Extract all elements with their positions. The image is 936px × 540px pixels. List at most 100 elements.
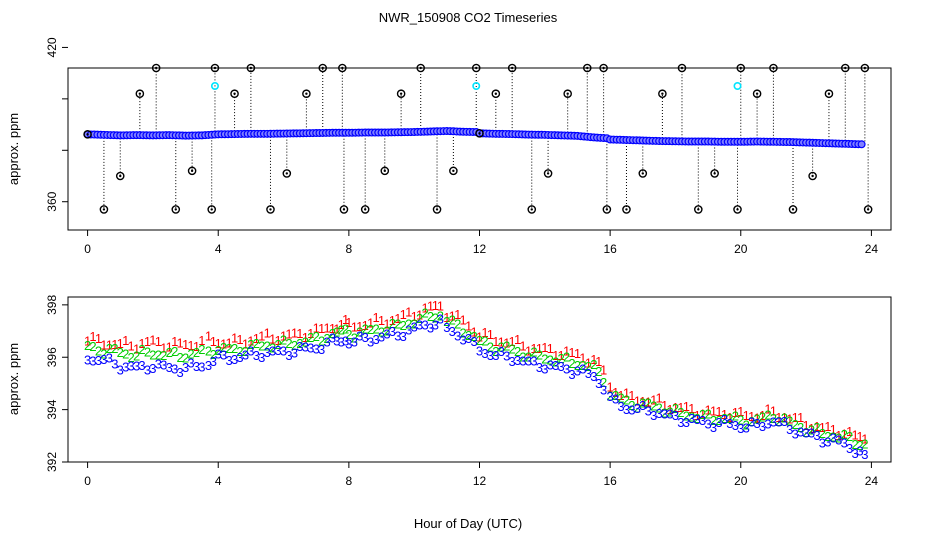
series-3-point: 3 [253, 348, 260, 363]
series-1-point: 1 [356, 319, 363, 334]
series-1-point: 1 [595, 354, 602, 369]
spike-point [266, 205, 275, 214]
spike-point [135, 89, 145, 99]
series-2-point: 2 [851, 437, 858, 452]
series-3-point: 3 [781, 414, 788, 429]
series-3-point: 3 [628, 403, 635, 418]
series-1-point: 1 [198, 333, 205, 348]
series-1-point: 1 [541, 340, 548, 355]
series-1-point: 1 [628, 388, 635, 403]
series-2-point: 2 [600, 375, 607, 390]
bottom-x-tick-label: 8 [346, 474, 353, 488]
series-2-point: 2 [470, 329, 477, 344]
series-1-point: 1 [106, 337, 113, 352]
series-1-point: 1 [476, 329, 483, 344]
series-3-point: 3 [149, 361, 156, 376]
series-3-point: 3 [95, 353, 102, 368]
series-3-point: 3 [231, 352, 238, 367]
series-3-point: 3 [225, 353, 232, 368]
series-1-point: 1 [726, 410, 733, 425]
series-2-point: 2 [595, 364, 602, 379]
series-2-point: 2 [541, 352, 548, 367]
series-1-point: 1 [519, 338, 526, 353]
series-2-point: 2 [585, 359, 592, 374]
spike-point [115, 171, 125, 181]
series-3-point: 3 [856, 444, 863, 459]
series-1-point: 1 [333, 322, 340, 337]
bottom-y-tick-label: 392 [45, 452, 59, 472]
spike-point-center [475, 66, 478, 70]
series-2-point: 2 [362, 321, 369, 336]
series-1-point: 1 [210, 334, 217, 349]
series-1-point: 1 [296, 326, 303, 341]
spike-point [863, 205, 873, 214]
series-3-point: 3 [258, 350, 265, 365]
series-1-point: 1 [710, 404, 717, 419]
series-2-point: 2 [449, 313, 456, 328]
series-1-point: 1 [362, 318, 369, 333]
x-axis-label: Hour of Day (UTC) [414, 516, 522, 531]
series-2-point: 2 [503, 339, 510, 354]
series-1-point: 1 [247, 333, 254, 348]
series-1-point: 1 [155, 334, 162, 349]
series-3-point: 3 [645, 404, 652, 419]
series-2-point: 2 [296, 336, 303, 351]
series-1-point: 1 [830, 422, 837, 437]
series-2-point: 2 [338, 322, 345, 337]
series-2-point: 2 [514, 344, 521, 359]
series-3-point: 3 [802, 425, 809, 440]
spike-point-center [713, 172, 716, 175]
series-3-point: 3 [443, 320, 450, 335]
series-3-point: 3 [106, 351, 113, 366]
series-3-point: 3 [198, 360, 205, 375]
top-plot-frame [67, 67, 892, 231]
series-1-point: 1 [634, 394, 641, 409]
series-2-point: 2 [536, 348, 543, 363]
series-1-point: 1 [460, 313, 467, 328]
spike-point [432, 205, 442, 214]
series-1-point: 1 [95, 331, 102, 346]
series-1-point: 1 [824, 419, 831, 434]
series-3-point: 3 [612, 392, 619, 407]
series-3-point: 3 [437, 312, 444, 327]
series-2-point: 2 [759, 410, 766, 425]
series-2-point: 2 [770, 411, 777, 426]
series-3-point: 3 [285, 348, 292, 363]
series-1-point: 1 [851, 427, 858, 442]
series-1-point: 1 [568, 345, 575, 360]
spike-point [360, 205, 370, 214]
series-1-point: 1 [383, 316, 390, 331]
series-3-point: 3 [704, 417, 711, 432]
series-3-point: 3 [824, 434, 831, 449]
series-2-point: 2 [808, 423, 815, 438]
spike-point-center [680, 66, 684, 70]
bottom-plot-frame [67, 296, 892, 463]
series-2-point: 2 [802, 425, 809, 440]
series-2-point: 2 [568, 356, 575, 371]
series-2-point: 2 [764, 408, 771, 423]
series-2-point: 2 [133, 348, 140, 363]
top-x-tick-label: 16 [603, 242, 617, 256]
series-2-point: 2 [732, 408, 739, 423]
spike-point-center [269, 208, 272, 211]
series-2-point: 2 [639, 395, 646, 410]
series-2-point: 2 [394, 316, 401, 331]
series-3-point: 3 [748, 414, 755, 429]
series-3-point: 3 [861, 447, 868, 462]
series-3-point: 3 [416, 318, 423, 333]
series-2-point: 2 [519, 349, 526, 364]
series-1-point: 1 [585, 356, 592, 371]
series-1-point: 1 [574, 346, 581, 361]
series-2-point: 2 [704, 407, 711, 422]
series-1-point: 1 [193, 339, 200, 354]
series-2-point: 2 [89, 339, 96, 354]
series-1-point: 1 [645, 394, 652, 409]
series-3-point: 3 [710, 420, 717, 435]
series-1-point: 1 [160, 340, 167, 355]
series-1-point: 1 [770, 404, 777, 419]
series-1-point: 1 [661, 398, 668, 413]
series-1-point: 1 [149, 332, 156, 347]
series-2-point: 2 [574, 358, 581, 373]
